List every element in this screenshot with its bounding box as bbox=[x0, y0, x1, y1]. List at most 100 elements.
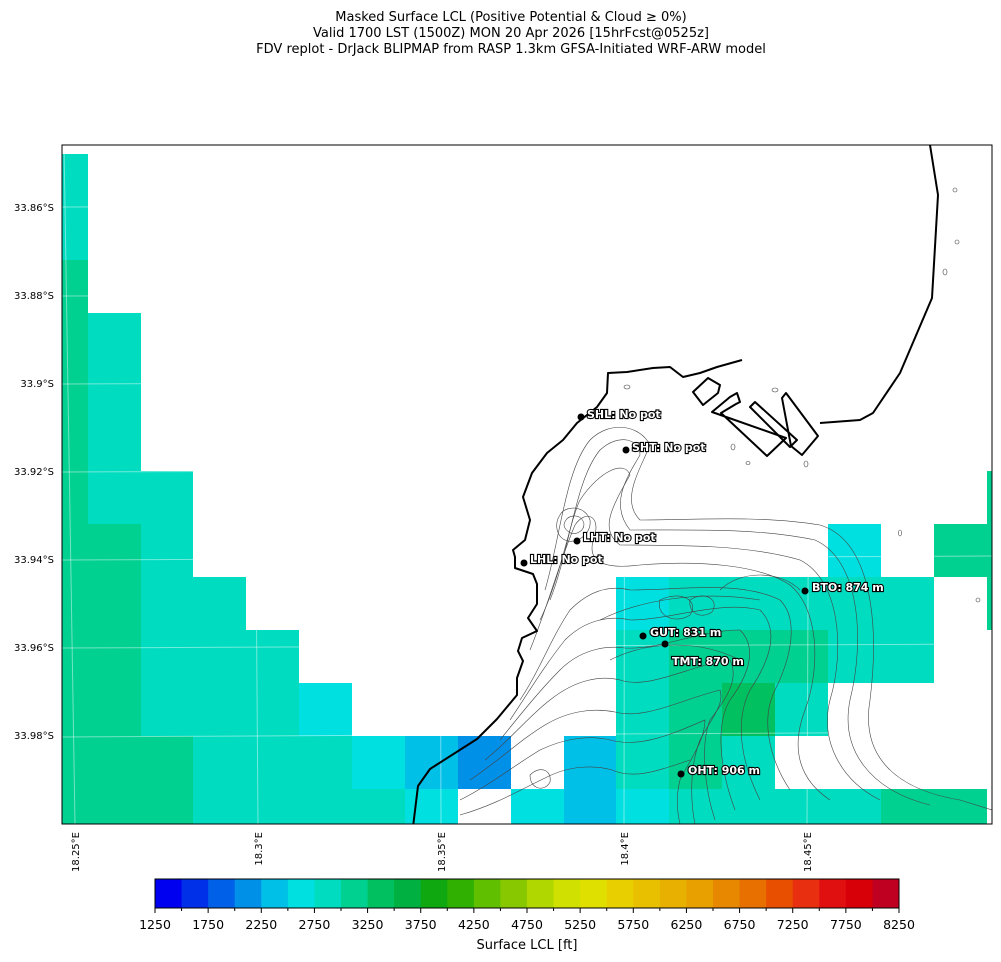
colorbar-swatch bbox=[872, 879, 900, 908]
lcl-cell bbox=[62, 313, 88, 366]
lcl-cell bbox=[669, 789, 722, 824]
lcl-cell bbox=[62, 207, 88, 260]
lcl-cell bbox=[193, 789, 246, 824]
lcl-cell bbox=[88, 736, 141, 789]
coastal-rocks bbox=[623, 187, 981, 603]
station-bto[interactable]: BTO: 874 m bbox=[801, 580, 885, 595]
lcl-cell bbox=[62, 471, 88, 524]
lat-label: 33.94°S bbox=[14, 555, 54, 566]
lat-label: 33.96°S bbox=[14, 643, 54, 654]
lcl-cell bbox=[669, 736, 722, 789]
colorbar-tick-label: 6750 bbox=[724, 917, 756, 932]
lcl-cell bbox=[616, 577, 669, 630]
lcl-cell bbox=[62, 577, 88, 630]
lcl-cell bbox=[88, 577, 141, 630]
station-lhl[interactable]: LHL: No pot bbox=[520, 552, 604, 567]
station-oht[interactable]: OHT: 906 m bbox=[677, 763, 761, 778]
station-gut[interactable]: GUT: 831 m bbox=[639, 625, 722, 640]
graticule-lon-18.35 bbox=[438, 145, 442, 824]
terrain-contours bbox=[459, 427, 992, 824]
graticule-lon-18.25 bbox=[63, 145, 76, 824]
station-lht[interactable]: LHT: No pot bbox=[573, 530, 657, 545]
lcl-cell bbox=[141, 577, 193, 630]
map-frame bbox=[61, 144, 993, 825]
lcl-cell bbox=[616, 736, 669, 789]
lcl-cell bbox=[828, 630, 881, 683]
lcl-cell bbox=[88, 419, 141, 471]
lcl-cell bbox=[141, 736, 193, 789]
lcl-cell bbox=[564, 736, 616, 789]
colorbar-swatch bbox=[208, 879, 236, 908]
colorbar-swatch bbox=[234, 879, 262, 908]
lcl-cell bbox=[88, 789, 141, 824]
colorbar-tick-label: 7250 bbox=[777, 917, 809, 932]
lcl-cell bbox=[62, 683, 88, 736]
lcl-cell bbox=[246, 630, 299, 683]
lcl-cell bbox=[987, 471, 992, 524]
station-shl[interactable]: SHL: No pot bbox=[577, 407, 662, 422]
lcl-cell bbox=[669, 630, 722, 683]
lcl-cell bbox=[88, 313, 141, 366]
colorbar-swatch bbox=[553, 879, 581, 908]
lcl-cell bbox=[62, 736, 88, 789]
lcl-cell bbox=[141, 683, 193, 736]
colorbar-swatch bbox=[447, 879, 475, 908]
colorbar-swatch bbox=[739, 879, 767, 908]
lcl-cell bbox=[246, 683, 299, 736]
lcl-cell bbox=[405, 736, 458, 789]
colorbar-swatch bbox=[766, 879, 794, 908]
lcl-cell bbox=[564, 789, 616, 824]
colorbar-tick-label: 3750 bbox=[405, 917, 437, 932]
station-tmt[interactable]: TMT: 870 m bbox=[661, 640, 745, 669]
lcl-cell bbox=[616, 789, 669, 824]
lcl-cell bbox=[62, 154, 88, 207]
station-label: BTO: 874 m bbox=[812, 581, 884, 594]
title-line-1: Masked Surface LCL (Positive Potential &… bbox=[335, 10, 686, 25]
colorbar-swatch bbox=[659, 879, 687, 908]
lcl-cell bbox=[881, 630, 934, 683]
graticule-lat bbox=[62, 205, 992, 208]
colorbar-swatch bbox=[473, 879, 501, 908]
colorbar-swatch bbox=[845, 879, 873, 908]
colorbar-swatch bbox=[606, 879, 634, 908]
colorbar-swatch bbox=[792, 879, 820, 908]
lcl-cell bbox=[987, 524, 992, 577]
lcl-cell bbox=[775, 630, 828, 683]
colorbar-swatch bbox=[420, 879, 448, 908]
lcl-cell bbox=[193, 630, 246, 683]
station-label: OHT: 906 m bbox=[688, 764, 760, 777]
graticule-lat bbox=[62, 643, 992, 649]
station-label: SHT: No pot bbox=[632, 441, 706, 454]
graticule-lat bbox=[62, 555, 992, 561]
colorbar-swatch bbox=[500, 879, 528, 908]
colorbar-swatch bbox=[314, 879, 342, 908]
lcl-cell bbox=[193, 683, 246, 736]
colorbar-tick-label: 3250 bbox=[352, 917, 384, 932]
lon-label: 18.4°E bbox=[620, 832, 631, 866]
lcl-cell bbox=[352, 736, 405, 789]
lcl-cell bbox=[141, 524, 193, 577]
lcl-cell bbox=[934, 524, 987, 577]
colorbar-swatch bbox=[633, 879, 661, 908]
colorbar-swatch bbox=[287, 879, 315, 908]
colorbar-tick-label: 7750 bbox=[830, 917, 862, 932]
lcl-cell bbox=[828, 524, 881, 577]
colorbar-tick-label: 1250 bbox=[139, 917, 171, 932]
lon-label: 18.45°E bbox=[803, 832, 814, 872]
colorbar-swatch bbox=[819, 879, 847, 908]
map-plot-area: SHL: No pot SHT: No pot LHT: No pot LHL:… bbox=[62, 145, 992, 824]
station-label: TMT: 870 m bbox=[672, 655, 744, 668]
longitude-labels: 18.25°E 18.3°E 18.35°E 18.4°E 18.45°E bbox=[71, 832, 814, 872]
graticule-lon-18.3 bbox=[252, 145, 259, 824]
lcl-cell bbox=[141, 630, 193, 683]
lcl-cell bbox=[405, 789, 458, 824]
lon-label: 18.35°E bbox=[437, 832, 448, 872]
lcl-cell bbox=[669, 683, 722, 736]
lcl-cell bbox=[352, 789, 405, 824]
lcl-cell bbox=[669, 577, 722, 630]
lat-label: 33.92°S bbox=[14, 467, 54, 478]
lcl-cell bbox=[934, 789, 987, 824]
station-sht[interactable]: SHT: No pot bbox=[622, 440, 707, 455]
lcl-cell bbox=[722, 630, 775, 683]
